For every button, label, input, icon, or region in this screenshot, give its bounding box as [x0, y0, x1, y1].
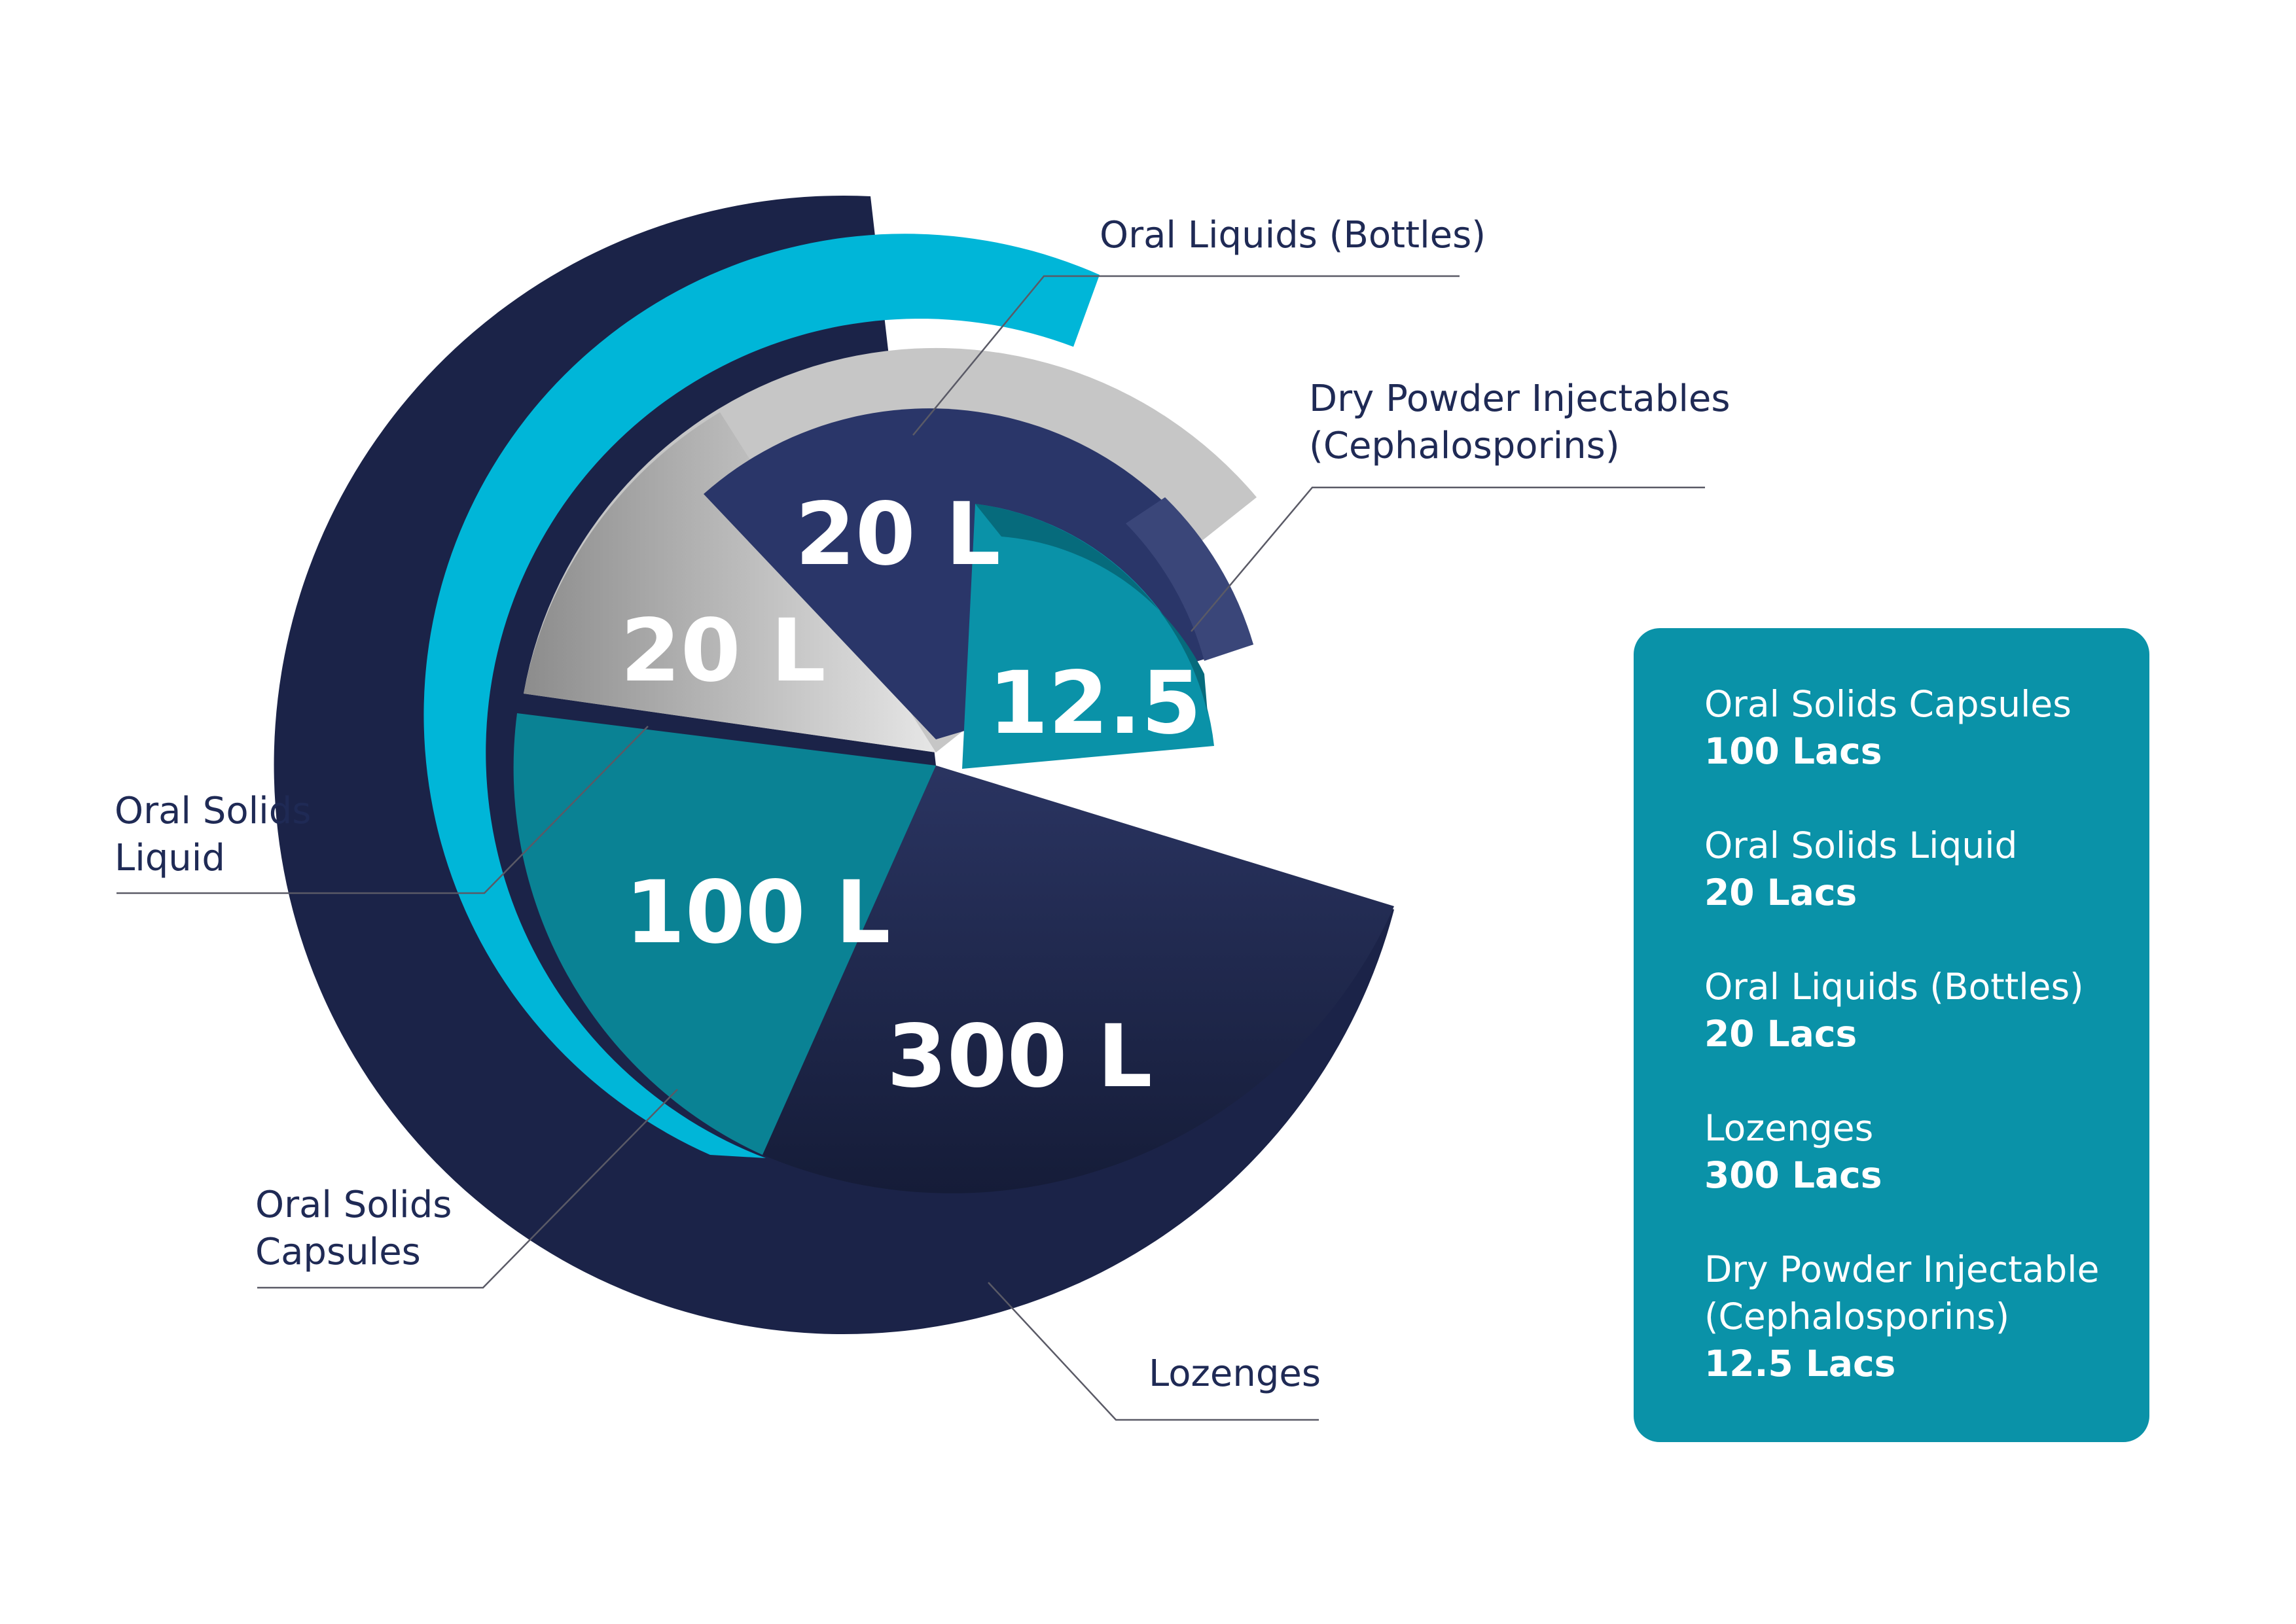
callout-liquid-2: Liquid	[115, 837, 225, 879]
slice-label-capsules: 100 L	[625, 862, 891, 963]
legend-item-value: 20 Lacs	[1704, 1013, 1857, 1055]
leader-dry-powder	[1191, 486, 1705, 632]
slice-dry-powder-side	[975, 504, 1208, 713]
legend-item-name: Dry Powder Injectable	[1704, 1248, 2100, 1290]
legend-item-name-line2: (Cephalosporins)	[1704, 1296, 2010, 1337]
legend-item-name: Lozenges	[1704, 1107, 1874, 1149]
legend-item-name: Oral Solids Capsules	[1704, 683, 2072, 725]
callout-bottles: Oral Liquids (Bottles)	[1100, 214, 1486, 256]
leader-capsules	[257, 1089, 678, 1289]
legend-panel: Oral Solids Capsules 100 Lacs Oral Solid…	[1634, 628, 2149, 1442]
callout-dry-powder-2: (Cephalosporins)	[1309, 425, 1620, 467]
legend-item: Lozenges 300 Lacs	[1704, 1104, 2136, 1199]
legend-item-name: Oral Solids Liquid	[1704, 824, 2018, 866]
legend-item-value: 100 Lacs	[1704, 730, 1882, 772]
callout-capsules-2: Capsules	[255, 1231, 421, 1273]
legend-item: Dry Powder Injectable (Cephalosporins) 1…	[1704, 1246, 2136, 1387]
slice-liquid-face	[524, 412, 936, 752]
leader-liquid	[117, 726, 649, 894]
leader-bottles	[912, 275, 1460, 436]
legend-item-value: 20 Lacs	[1704, 872, 1857, 913]
leader-lozenges	[988, 1282, 1319, 1421]
slice-lozenges	[762, 766, 1394, 1193]
slice-label-dry-powder: 12.5 L	[988, 653, 1287, 754]
legend-item: Oral Solids Capsules 100 Lacs	[1704, 680, 2136, 775]
callout-lozenges: Lozenges	[1149, 1352, 1321, 1395]
legend-item: Oral Solids Liquid 20 Lacs	[1704, 822, 2136, 916]
legend-item-value: 300 Lacs	[1704, 1154, 1882, 1196]
slice-dry-powder	[962, 504, 1214, 769]
legend-item: Oral Liquids (Bottles) 20 Lacs	[1704, 963, 2136, 1057]
slice-capsules	[513, 713, 936, 1155]
slice-bottles-rim	[1126, 497, 1253, 661]
slice-label-liquid: 20 L	[620, 601, 826, 701]
slice-label-bottles: 20 L	[795, 484, 1001, 585]
legend-item-name: Oral Liquids (Bottles)	[1704, 966, 2084, 1008]
capsules-rim	[423, 234, 1100, 1159]
legend-item-value: 12.5 Lacs	[1704, 1343, 1896, 1385]
callout-dry-powder-1: Dry Powder Injectables	[1309, 378, 1731, 420]
slice-label-lozenges: 300 L	[887, 1006, 1153, 1107]
callout-liquid-1: Oral Solids	[115, 790, 311, 832]
callout-capsules-1: Oral Solids	[255, 1184, 452, 1226]
